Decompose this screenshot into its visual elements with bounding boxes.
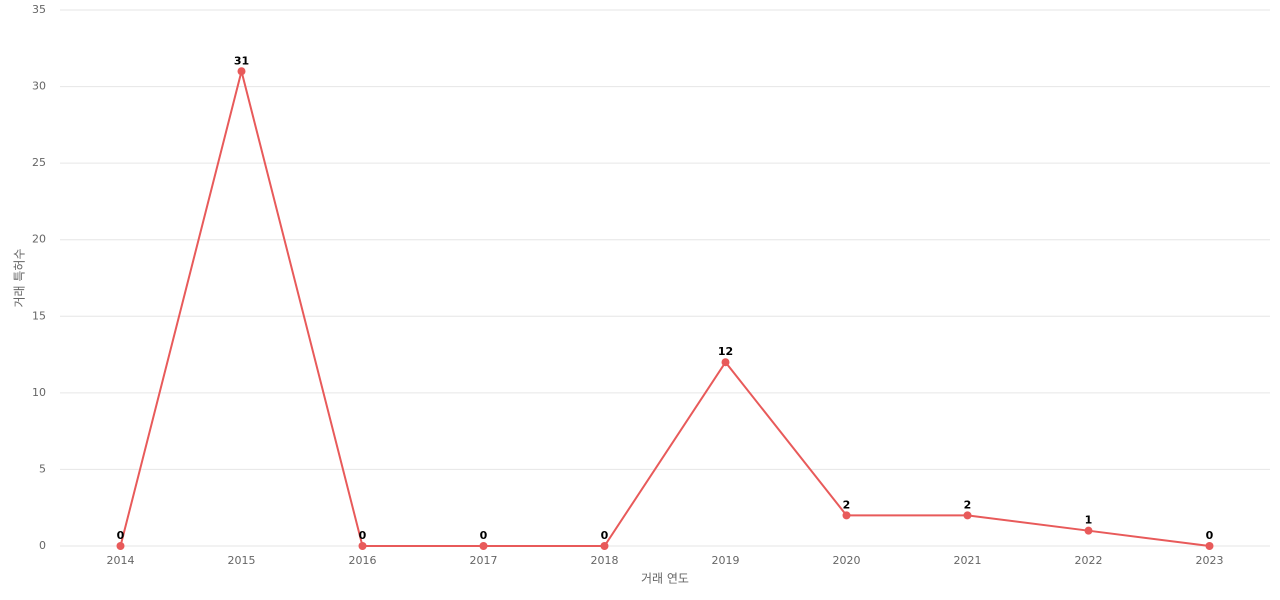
y-axis-label: 거래 특허수 — [13, 248, 27, 307]
x-tick-label: 2016 — [349, 554, 377, 567]
y-tick-label: 10 — [32, 386, 46, 399]
y-tick-label: 25 — [32, 156, 46, 169]
y-tick-label: 15 — [32, 309, 46, 322]
line — [119, 71, 1210, 547]
x-tick-label: 2023 — [1196, 554, 1224, 567]
x-tick-label: 2020 — [833, 554, 861, 567]
point — [358, 542, 367, 550]
y-tick-label: 0 — [39, 539, 46, 552]
y-tick-label: 20 — [32, 233, 46, 246]
x-tick-label: 2019 — [712, 554, 740, 567]
x-tick-label: 2014 — [107, 554, 135, 567]
point — [963, 511, 972, 520]
point — [600, 542, 609, 550]
point — [479, 542, 488, 550]
x-tick-label: 2021 — [954, 554, 982, 567]
value-label: 12 — [718, 345, 733, 358]
point — [237, 67, 246, 76]
value-label: 31 — [234, 54, 249, 67]
point — [721, 358, 730, 367]
point — [1084, 526, 1093, 535]
value-label: 0 — [1206, 529, 1214, 542]
value-label: 2 — [843, 498, 851, 511]
value-label: 0 — [117, 529, 125, 542]
point — [1205, 542, 1214, 550]
point — [842, 511, 851, 520]
x-tick-label: 2015 — [228, 554, 256, 567]
value-label: 1 — [1085, 514, 1093, 527]
y-tick-label: 30 — [32, 80, 46, 93]
x-tick-label: 2018 — [591, 554, 619, 567]
value-label: 0 — [601, 529, 609, 542]
value-label: 0 — [359, 529, 367, 542]
x-tick-label: 2022 — [1075, 554, 1103, 567]
x-axis-label: 거래 연도 — [641, 572, 689, 586]
value-label: 2 — [964, 498, 972, 511]
y-tick-label: 5 — [39, 462, 46, 475]
value-label: 0 — [480, 529, 488, 542]
y-tick-label: 35 — [32, 3, 46, 16]
x-tick-label: 2017 — [470, 554, 498, 567]
point — [116, 542, 125, 550]
